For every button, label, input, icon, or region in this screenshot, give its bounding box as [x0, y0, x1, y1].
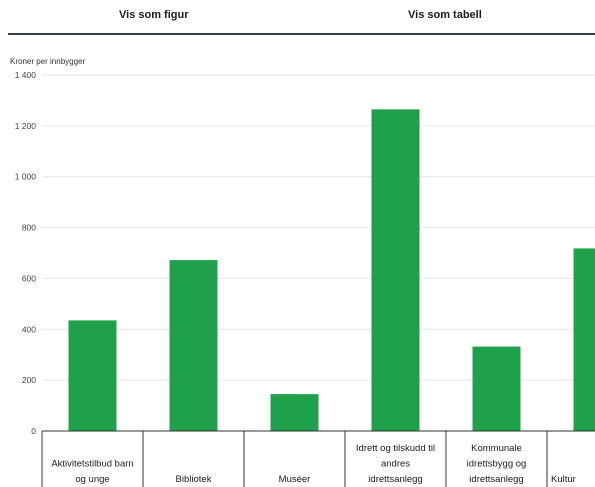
bar — [68, 320, 117, 431]
category-label: Aktivitetstilbud barn — [51, 459, 133, 470]
y-tick-label: 0 — [31, 426, 36, 436]
y-tick-label: 800 — [22, 223, 36, 233]
bar — [270, 394, 319, 431]
y-axis-label: Kroner per innbygger — [10, 57, 85, 66]
category-label: Bibliotek — [176, 474, 212, 485]
category-label: andres — [381, 459, 410, 470]
category-label: idrettsanlegg — [368, 474, 422, 485]
y-tick-label: 200 — [22, 375, 36, 385]
y-axis-ticks: 0 200 400 600 800 1 000 1 200 1 400 — [15, 70, 37, 436]
y-tick-label: 1 000 — [15, 172, 37, 182]
y-tick-label: 1 400 — [15, 70, 37, 80]
x-axis — [41, 430, 595, 487]
bar — [371, 109, 420, 431]
category-label: og unge — [75, 474, 109, 485]
y-tick-label: 400 — [22, 324, 36, 334]
category-label: Kultur — [551, 474, 576, 485]
bar — [472, 346, 521, 431]
bar — [169, 260, 218, 431]
tab-show-as-table[interactable]: Vis som tabell — [408, 9, 482, 21]
gridlines — [42, 74, 595, 381]
category-label: Muséer — [279, 474, 311, 485]
category-labels: Aktivitetstilbud barn og unge Bibliotek Mus… — [51, 443, 576, 485]
bars — [68, 109, 595, 431]
category-label: Idrett og tilskudd til — [356, 443, 435, 454]
bar — [573, 248, 595, 431]
category-label: idrettsanlegg — [469, 474, 523, 485]
view-tabs: Vis som figur Vis som tabell — [8, 0, 595, 35]
y-tick-label: 600 — [22, 273, 36, 283]
tab-show-as-figure[interactable]: Vis som figur — [119, 9, 189, 21]
category-label: idrettsbygg og — [467, 459, 527, 470]
y-tick-label: 1 200 — [15, 121, 37, 131]
category-label: Kommunale — [471, 443, 522, 454]
